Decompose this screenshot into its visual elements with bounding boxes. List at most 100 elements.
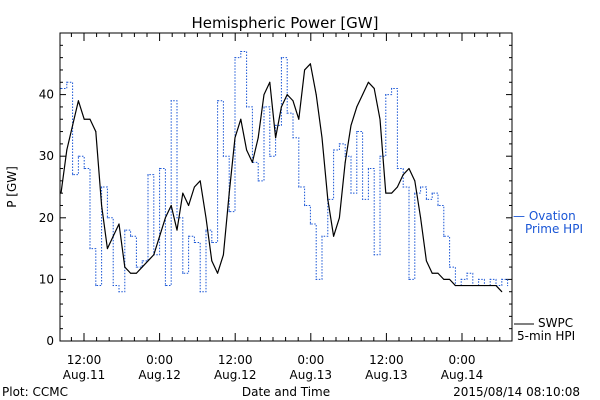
ovation-data-point bbox=[182, 272, 184, 274]
plot-frame bbox=[59, 32, 513, 342]
swpc-data-point bbox=[246, 149, 248, 151]
ovation-data-point bbox=[338, 143, 340, 145]
swpc-data-point bbox=[251, 161, 253, 163]
swpc-data-point bbox=[205, 217, 207, 219]
x-tick-label-date: Aug.13 bbox=[290, 368, 333, 382]
ovation-data-point bbox=[147, 174, 149, 176]
ovation-data-point bbox=[460, 278, 462, 280]
ovation-data-point bbox=[269, 155, 271, 157]
ovation-data-point bbox=[315, 278, 317, 280]
ovation-data-point bbox=[507, 284, 509, 287]
ovation-data-point bbox=[60, 87, 62, 90]
ovation-data-point bbox=[356, 130, 358, 133]
ovation-data-point bbox=[77, 155, 79, 157]
x-tick-label-time: 0:00 bbox=[449, 353, 476, 367]
swpc-data-point bbox=[217, 272, 219, 274]
swpc-data-point bbox=[420, 217, 422, 219]
x-tick-label-date: Aug.13 bbox=[365, 368, 408, 382]
swpc-data-point bbox=[182, 192, 184, 194]
swpc-data-point bbox=[234, 137, 236, 139]
ovation-data-point bbox=[211, 241, 213, 244]
legend-ovation-line1: — Ovation bbox=[513, 209, 576, 223]
ovation-data-point bbox=[321, 235, 323, 237]
ovation-data-point bbox=[106, 217, 108, 219]
ovation-data-point bbox=[344, 155, 346, 157]
swpc-data-point bbox=[118, 223, 120, 225]
ovation-data-point bbox=[489, 278, 491, 280]
ovation-data-point bbox=[170, 100, 172, 102]
swpc-data-point bbox=[362, 94, 364, 96]
swpc-data-point bbox=[292, 100, 294, 102]
ovation-data-point bbox=[379, 155, 381, 157]
plot-timestamp: 2015/08/14 08:10:08 bbox=[453, 385, 580, 399]
ovation-data-point bbox=[478, 278, 480, 280]
ovation-data-point bbox=[408, 278, 410, 280]
y-tick-label: 20 bbox=[39, 211, 54, 225]
y-axis: 0 10 20 30 40 bbox=[39, 44, 512, 348]
x-axis: 12:00Aug.110:00Aug.1212:00Aug.120:00Aug.… bbox=[63, 33, 501, 382]
ovation-data-point bbox=[350, 192, 352, 194]
ovation-data-point bbox=[309, 223, 311, 225]
legend-swpc-line1: SWPC bbox=[538, 316, 573, 330]
x-tick-label-date: Aug.12 bbox=[214, 368, 257, 382]
ovation-data-point bbox=[217, 100, 219, 102]
ovation-data-point bbox=[396, 167, 398, 170]
x-tick-label-time: 0:00 bbox=[146, 353, 173, 367]
ovation-data-point bbox=[420, 186, 422, 188]
x-axis-label: Date and Time bbox=[242, 385, 330, 399]
ovation-data-point bbox=[437, 204, 439, 207]
y-tick-label: 0 bbox=[46, 334, 54, 348]
legend-swpc-line2: 5-min HPI bbox=[517, 329, 575, 343]
ovation-data-point bbox=[95, 284, 97, 287]
ovation-data-point bbox=[130, 235, 132, 237]
swpc-data-point bbox=[124, 266, 126, 268]
ovation-data-point bbox=[333, 149, 335, 151]
swpc-data-point bbox=[391, 192, 393, 194]
swpc-data-point bbox=[466, 285, 468, 287]
swpc-data-point bbox=[66, 149, 68, 151]
swpc-data-point bbox=[483, 285, 485, 287]
swpc-data-point bbox=[269, 81, 271, 83]
swpc-data-point bbox=[402, 174, 404, 176]
ovation-data-point bbox=[124, 229, 126, 231]
swpc-data-point bbox=[333, 235, 335, 237]
swpc-data-point bbox=[77, 100, 79, 102]
swpc-data-point bbox=[164, 217, 166, 219]
x-tick-label-time: 0:00 bbox=[297, 353, 324, 367]
swpc-data-point bbox=[373, 87, 375, 89]
swpc-data-point bbox=[95, 131, 97, 133]
swpc-data-point bbox=[193, 186, 195, 188]
ovation-data-point bbox=[257, 180, 259, 182]
ovation-data-point bbox=[66, 81, 68, 83]
swpc-data-point bbox=[199, 180, 201, 182]
swpc-data-point bbox=[443, 278, 445, 280]
ovation-data-point bbox=[72, 174, 74, 176]
ovation-data-point bbox=[159, 167, 161, 170]
swpc-data-point bbox=[408, 168, 410, 170]
swpc-data-point bbox=[72, 124, 74, 126]
series-layer bbox=[60, 50, 509, 293]
swpc-data-point bbox=[263, 94, 265, 96]
swpc-data-point bbox=[159, 235, 161, 237]
ovation-data-point bbox=[431, 192, 433, 194]
ovation-data-point bbox=[164, 284, 166, 287]
x-tick-label-time: 12:00 bbox=[369, 353, 404, 367]
swpc-data-point bbox=[489, 285, 491, 287]
swpc-data-point bbox=[286, 94, 288, 96]
ovation-data-point bbox=[228, 211, 230, 213]
x-tick-label-date: Aug.12 bbox=[138, 368, 181, 382]
ovation-data-point bbox=[373, 254, 375, 256]
swpc-data-point bbox=[437, 272, 439, 274]
ovation-data-point bbox=[205, 229, 207, 231]
ovation-data-point bbox=[280, 57, 282, 59]
ovation-data-point bbox=[362, 198, 364, 200]
swpc-data-point bbox=[112, 235, 114, 237]
y-tick-label: 30 bbox=[39, 149, 54, 163]
swpc-data-point bbox=[309, 63, 311, 65]
plot-credit: Plot: CCMC bbox=[2, 385, 68, 399]
ovation-data-point bbox=[286, 112, 288, 114]
x-tick-label-time: 12:00 bbox=[67, 353, 102, 367]
swpc-data-point bbox=[222, 254, 224, 256]
ovation-data-point bbox=[443, 235, 445, 237]
ovation-data-point bbox=[385, 94, 387, 96]
